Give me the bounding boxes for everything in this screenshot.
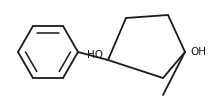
Text: HO: HO bbox=[87, 50, 103, 60]
Text: OH: OH bbox=[190, 47, 206, 57]
